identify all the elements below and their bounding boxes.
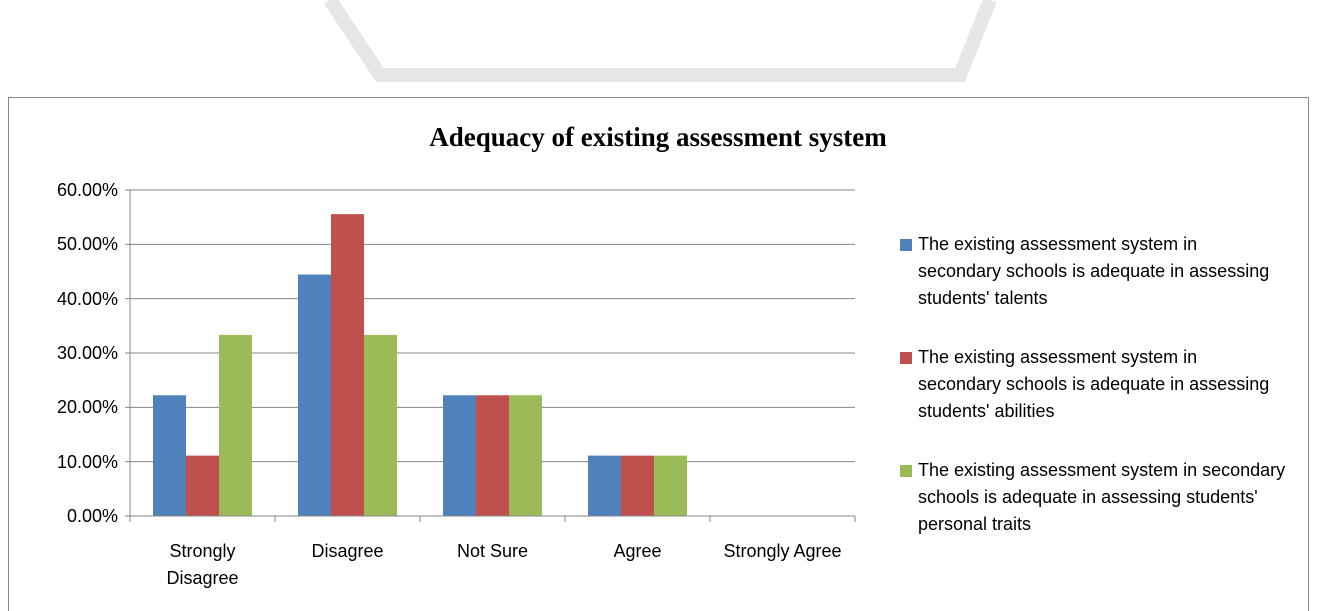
legend-swatch [900, 239, 912, 251]
bar [364, 335, 397, 516]
watermark [330, 0, 990, 75]
bar [298, 275, 331, 516]
legend-label: The existing assessment system in second… [918, 457, 1290, 538]
page: Adequacy of existing assessment system 0… [0, 0, 1317, 611]
bar [588, 456, 621, 516]
chart-title: Adequacy of existing assessment system [8, 124, 1308, 151]
legend-label: The existing assessment system in second… [918, 344, 1283, 425]
bar [219, 335, 252, 516]
legend-swatch [900, 352, 912, 364]
legend-swatch [900, 465, 912, 477]
bar [331, 214, 364, 516]
y-tick-label: 20.00% [10, 394, 118, 421]
x-tick-label: Strongly Disagree [143, 538, 263, 592]
legend-label: The existing assessment system in second… [918, 231, 1283, 312]
y-tick-label: 60.00% [10, 177, 118, 204]
bar [153, 395, 186, 516]
y-tick-label: 30.00% [10, 340, 118, 367]
y-tick-label: 50.00% [10, 231, 118, 258]
bar [654, 456, 687, 516]
x-tick-label: Not Sure [433, 538, 553, 565]
bar [476, 395, 509, 516]
y-tick-label: 10.00% [10, 449, 118, 476]
y-tick-label: 40.00% [10, 286, 118, 313]
bar [443, 395, 476, 516]
bar [621, 456, 654, 516]
x-tick-label: Strongly Agree [723, 538, 843, 565]
bar [509, 395, 542, 516]
x-tick-label: Disagree [288, 538, 408, 565]
bar [186, 456, 219, 516]
y-tick-label: 0.00% [10, 503, 118, 530]
x-tick-label: Agree [578, 538, 698, 565]
